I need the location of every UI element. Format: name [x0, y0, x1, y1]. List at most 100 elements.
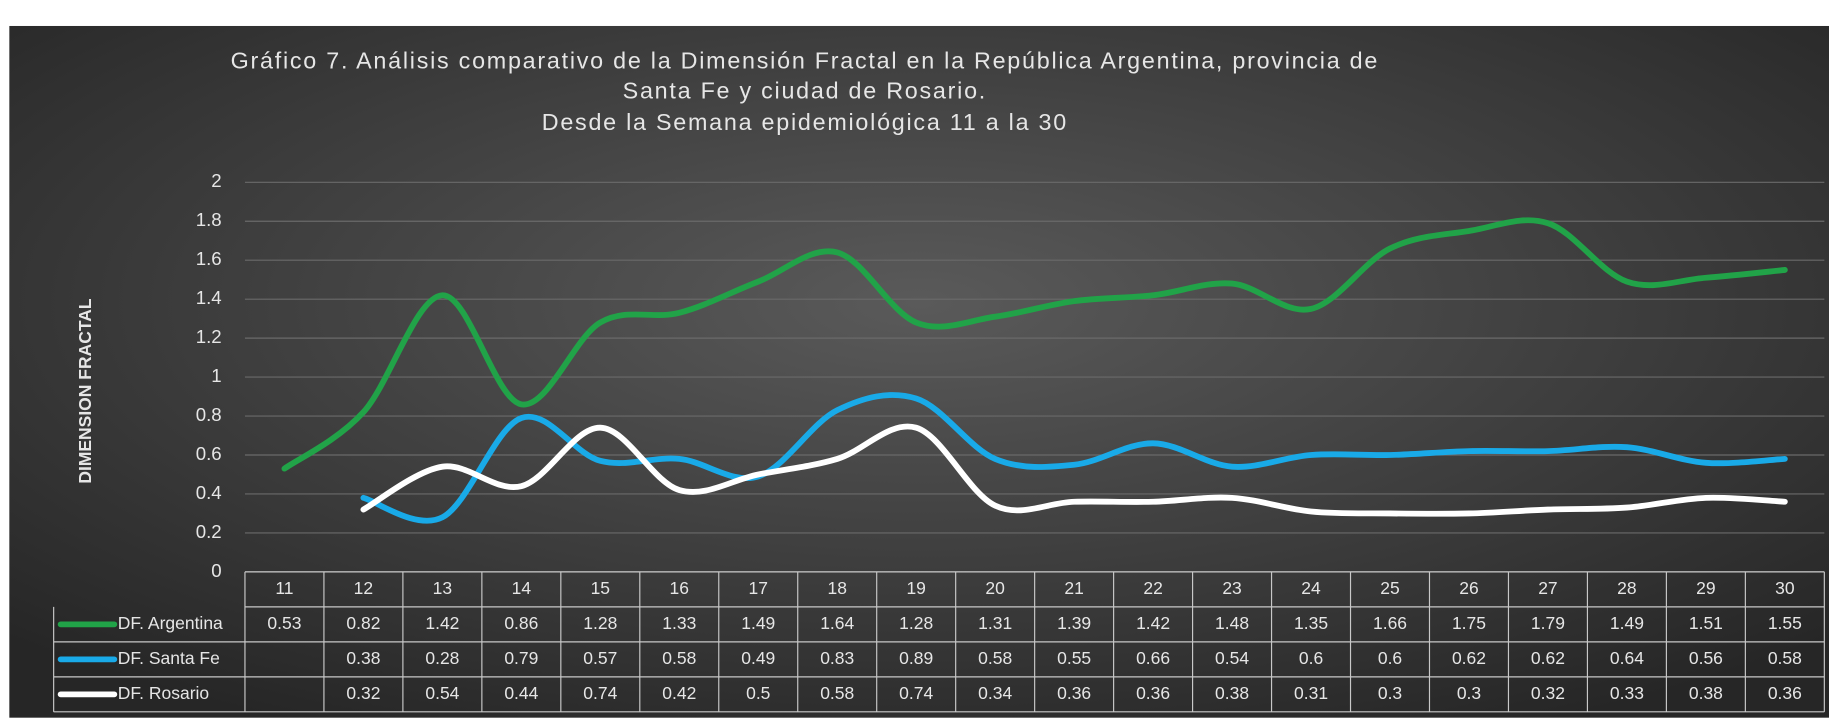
x-tick-label: 23	[1222, 578, 1241, 598]
data-label: 0.58	[820, 683, 854, 703]
data-label: 0.56	[1689, 648, 1723, 668]
y-tick-label: 1	[211, 365, 221, 386]
chart-title: Desde la Semana epidemiológica 11 a la 3…	[542, 109, 1068, 135]
data-label: 0.3	[1378, 683, 1402, 703]
data-label: 1.79	[1531, 613, 1565, 633]
y-tick-label: 0.2	[196, 521, 222, 542]
legend-label: DF. Argentina	[118, 613, 223, 633]
x-tick-label: 13	[433, 578, 452, 598]
data-label: 0.54	[425, 683, 459, 703]
x-tick-label: 30	[1775, 578, 1795, 598]
data-label: 1.39	[1057, 613, 1091, 633]
y-tick-label: 0.8	[196, 404, 222, 425]
data-label: 0.6	[1299, 648, 1323, 668]
data-label: 0.53	[267, 613, 301, 633]
data-label: 1.66	[1373, 613, 1407, 633]
x-tick-label: 11	[275, 578, 293, 598]
data-label: 0.58	[662, 648, 696, 668]
x-tick-label: 17	[749, 578, 768, 598]
x-tick-label: 16	[670, 578, 689, 598]
legend-label: DF. Rosario	[118, 683, 209, 703]
chart-title: Gráfico 7. Análisis comparativo de la Di…	[231, 47, 1379, 73]
data-label: 0.89	[899, 648, 933, 668]
x-tick-label: 20	[985, 578, 1005, 598]
data-label: 0.55	[1057, 648, 1091, 668]
data-label: 1.51	[1689, 613, 1723, 633]
x-tick-label: 27	[1538, 578, 1557, 598]
series-line	[281, 217, 1788, 472]
data-label: 0.66	[1136, 648, 1170, 668]
data-label: 0.62	[1531, 648, 1565, 668]
x-tick-label: 14	[512, 578, 532, 598]
data-label: 1.33	[662, 613, 696, 633]
x-tick-label: 15	[591, 578, 610, 598]
data-label: 0.54	[1215, 648, 1249, 668]
data-label: 0.74	[899, 683, 933, 703]
x-tick-label: 28	[1617, 578, 1636, 598]
data-label: 0.28	[425, 648, 459, 668]
x-tick-label: 18	[827, 578, 846, 598]
y-tick-label: 1.6	[196, 248, 222, 269]
data-label: 0.33	[1610, 683, 1644, 703]
x-tick-label: 29	[1696, 578, 1715, 598]
x-tick-label: 19	[906, 578, 925, 598]
data-label: 1.49	[1610, 613, 1644, 633]
chart-title: Santa Fe y ciudad de Rosario.	[623, 78, 987, 104]
data-label: 0.57	[583, 648, 617, 668]
y-axis-title: DIMENSION FRACTAL	[75, 298, 95, 484]
data-label: 1.48	[1215, 613, 1249, 633]
x-tick-label: 22	[1143, 578, 1162, 598]
x-tick-label: 26	[1459, 578, 1478, 598]
data-label: 0.38	[346, 648, 380, 668]
data-label: 1.64	[820, 613, 854, 633]
data-label: 1.49	[741, 613, 775, 633]
x-tick-label: 24	[1301, 578, 1321, 598]
data-label: 1.42	[1136, 613, 1170, 633]
series-line	[360, 423, 1788, 517]
y-tick-label: 0	[211, 560, 221, 581]
data-label: 0.49	[741, 648, 775, 668]
data-label: 0.36	[1057, 683, 1091, 703]
data-label: 0.5	[746, 683, 770, 703]
x-tick-label: 12	[354, 578, 373, 598]
data-label: 0.44	[504, 683, 538, 703]
data-label: 0.6	[1378, 648, 1402, 668]
y-tick-label: 0.4	[196, 482, 222, 503]
data-label: 0.32	[1531, 683, 1565, 703]
data-label: 1.35	[1294, 613, 1328, 633]
data-label: 0.83	[820, 648, 854, 668]
data-label: 0.31	[1294, 683, 1328, 703]
data-label: 0.34	[978, 683, 1012, 703]
data-label: 0.62	[1452, 648, 1486, 668]
data-label: 0.64	[1610, 648, 1644, 668]
data-label: 0.58	[1768, 648, 1802, 668]
data-label: 1.28	[583, 613, 617, 633]
data-label: 0.86	[504, 613, 538, 633]
data-label: 0.82	[346, 613, 380, 633]
data-label: 0.36	[1136, 683, 1170, 703]
data-label: 0.36	[1768, 683, 1802, 703]
data-label: 1.75	[1452, 613, 1486, 633]
y-tick-label: 0.6	[196, 443, 222, 464]
series-line	[360, 392, 1788, 524]
y-tick-label: 1.2	[196, 326, 222, 347]
y-tick-label: 2	[211, 170, 221, 191]
data-label: 1.28	[899, 613, 933, 633]
legend-label: DF. Santa Fe	[118, 648, 220, 668]
data-label: 0.38	[1215, 683, 1249, 703]
chart-background	[9, 25, 1829, 718]
data-label: 0.58	[978, 648, 1012, 668]
y-tick-label: 1.4	[196, 287, 222, 308]
data-label: 1.42	[425, 613, 459, 633]
data-label: 0.3	[1457, 683, 1481, 703]
x-tick-label: 21	[1064, 578, 1083, 598]
data-label: 0.79	[504, 648, 538, 668]
data-label: 0.32	[346, 683, 380, 703]
data-label: 1.55	[1768, 613, 1802, 633]
data-label: 0.74	[583, 683, 617, 703]
data-label: 0.42	[662, 683, 696, 703]
data-label: 1.31	[978, 613, 1012, 633]
data-label: 0.38	[1689, 683, 1723, 703]
y-tick-label: 1.8	[196, 209, 222, 230]
